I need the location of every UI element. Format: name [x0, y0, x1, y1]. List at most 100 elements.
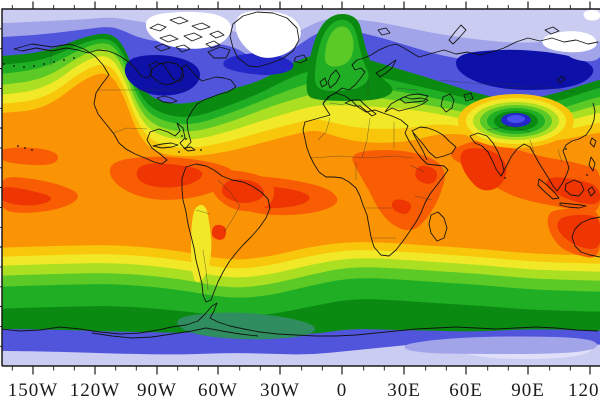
coastline — [440, 93, 455, 113]
island-dot — [63, 59, 65, 61]
border-line — [217, 179, 241, 233]
island-dots — [3, 57, 588, 179]
coastline — [293, 54, 308, 64]
coastline — [191, 22, 211, 31]
island-dot — [3, 63, 5, 65]
contour-patch-white — [583, 9, 600, 21]
x-axis-label: 60W — [198, 380, 238, 400]
border-line — [486, 125, 531, 133]
contour-patch-teal — [177, 312, 315, 340]
coastline — [169, 16, 189, 25]
island-dot — [23, 66, 25, 68]
coastline — [175, 44, 191, 53]
polar-cold-pools — [124, 40, 600, 96]
contour-patch-dorange — [2, 147, 59, 166]
island-dot — [185, 138, 187, 140]
coastline — [150, 61, 184, 86]
coastline — [556, 75, 566, 84]
coastline — [559, 202, 587, 209]
border-line — [112, 127, 148, 134]
coastline — [411, 126, 457, 159]
x-axis-labels: 150W 120W 90W 60W 30W 0 30E 60E 90E 120E — [8, 380, 600, 400]
coastline — [205, 40, 221, 49]
coastline — [152, 142, 179, 149]
border-line — [439, 79, 520, 85]
coastline — [302, 92, 449, 257]
norwegian-warm-tongue — [306, 14, 393, 101]
coastline — [183, 32, 203, 42]
coastline — [13, 43, 237, 165]
x-axis-label: 90W — [137, 380, 177, 400]
island-dot — [13, 65, 15, 67]
x-axis-label: 60E — [449, 380, 483, 400]
contour-patch-red — [211, 224, 227, 240]
island-dot — [53, 61, 55, 63]
coastline — [589, 137, 597, 148]
coastline — [209, 30, 225, 39]
border-line — [202, 249, 209, 291]
axis-ticks — [0, 1, 591, 375]
coastline — [149, 23, 167, 32]
island-dot — [181, 135, 183, 137]
coastline — [327, 69, 341, 89]
x-axis-label: 120E — [568, 380, 600, 400]
island-dot — [178, 151, 180, 153]
contour-patch-red — [2, 187, 51, 206]
island-dot — [565, 148, 567, 150]
coastline — [556, 102, 596, 192]
x-axis-label: 0 — [337, 380, 348, 400]
x-axis-label: 150W — [8, 380, 58, 400]
x-axis-label: 90E — [511, 380, 545, 400]
coastline — [463, 92, 474, 102]
coastline — [322, 43, 434, 104]
island-dot — [24, 147, 26, 149]
island-dot — [73, 57, 75, 59]
coastlines — [2, 11, 600, 339]
coastline — [412, 132, 428, 161]
contour-patch-red — [136, 163, 203, 188]
border-line — [557, 149, 563, 163]
coastline — [183, 146, 196, 152]
coastline — [154, 43, 171, 52]
x-axis-label: 30W — [260, 380, 300, 400]
border-line — [317, 117, 331, 141]
contour-patch-white — [145, 11, 232, 49]
island-dot — [31, 149, 33, 151]
coastline — [432, 37, 599, 56]
tropical-warm-maxima — [2, 141, 600, 258]
coastline — [428, 211, 448, 242]
coastline — [587, 186, 596, 197]
island-dot — [586, 174, 588, 176]
coastline — [181, 163, 271, 303]
border-line — [309, 155, 415, 159]
x-axis-label: 30E — [387, 380, 421, 400]
border-line — [529, 139, 535, 153]
coastline — [377, 27, 391, 36]
contour-patch-navy — [455, 49, 594, 90]
contour-patch-red — [460, 148, 507, 191]
island-dot — [200, 149, 202, 151]
island-dot — [504, 177, 506, 179]
tibet-cold-bullseye — [458, 94, 574, 148]
x-axis-label: 120W — [70, 380, 120, 400]
coastline — [448, 24, 467, 45]
coastline — [544, 26, 560, 35]
coastline — [537, 178, 560, 200]
country-borders — [50, 48, 576, 291]
border-line — [409, 164, 425, 173]
coastline — [229, 11, 300, 68]
coastline — [399, 93, 429, 104]
border-line — [361, 117, 371, 159]
border-line — [195, 209, 211, 215]
island-dot — [17, 145, 19, 147]
contour-patch-white — [542, 31, 597, 53]
contour-patch-peri — [404, 336, 597, 354]
border-line — [329, 102, 345, 106]
contour-patch-red — [391, 199, 412, 214]
coastline — [564, 179, 585, 197]
island-dot — [33, 65, 35, 67]
contour-patch-red — [415, 165, 437, 184]
